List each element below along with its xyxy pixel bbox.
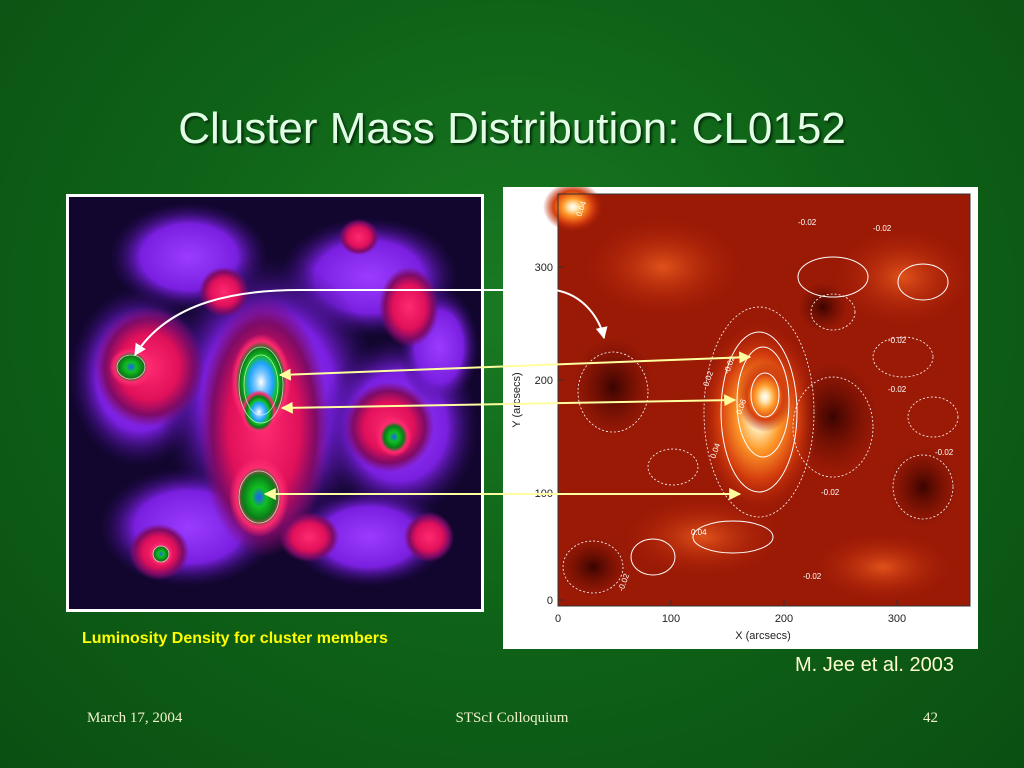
y-tick-label: 0	[547, 595, 553, 607]
mass-map-plot: 0.04 -0.02 -0.02 -0.02 0.02 0.04 -0.02 -…	[511, 182, 973, 642]
y-tick-label: 200	[535, 375, 553, 387]
footer-page-number: 42	[923, 710, 938, 726]
contour-label: -0.02	[935, 448, 954, 457]
y-tick-label: 100	[535, 488, 553, 500]
x-tick-label: 100	[662, 613, 680, 625]
x-tick-label: 0	[555, 613, 561, 625]
contour-label: -0.02	[888, 385, 907, 394]
contour-label: 0.04	[691, 528, 707, 537]
x-axis-title: X (arcsecs)	[735, 630, 791, 642]
contour-label: -0.02	[873, 224, 892, 233]
y-axis-title: Y (arcsecs)	[511, 372, 523, 427]
luminosity-density-map	[66, 194, 484, 612]
contour-label: -0.02	[798, 218, 817, 227]
slide-title: Cluster Mass Distribution: CL0152	[178, 104, 846, 153]
contour-label: -0.02	[821, 488, 840, 497]
x-tick-label: 200	[775, 613, 793, 625]
y-tick-label: 300	[535, 262, 553, 274]
footer-date: March 17, 2004	[87, 710, 183, 726]
contour-label: -0.02	[888, 336, 907, 345]
x-tick-label: 300	[888, 613, 906, 625]
luminosity-density-image	[69, 197, 481, 609]
contour-label: -0.02	[803, 572, 822, 581]
figure-credit: M. Jee et al. 2003	[795, 654, 954, 676]
footer-event: STScI Colloquium	[455, 710, 569, 726]
figure-caption: Luminosity Density for cluster members	[82, 630, 388, 647]
mass-map-panel: 0.04 -0.02 -0.02 -0.02 0.02 0.04 -0.02 -…	[503, 182, 978, 649]
